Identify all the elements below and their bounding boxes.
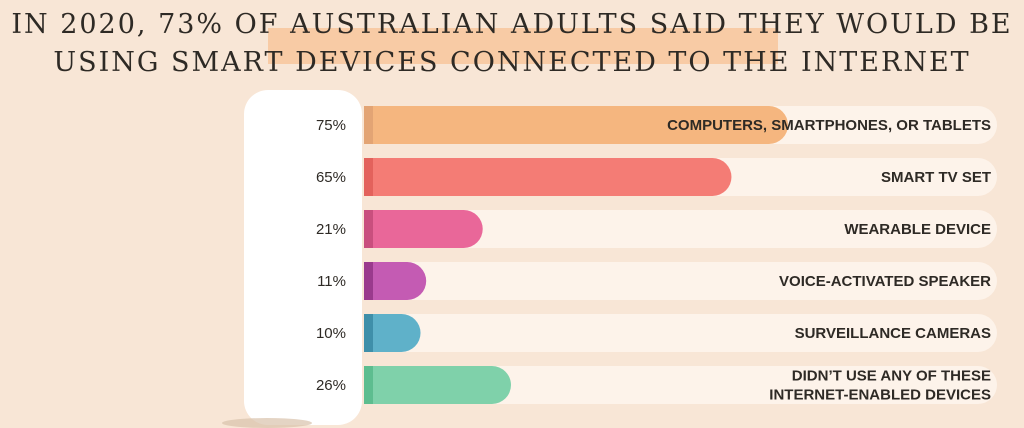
bar-accent [364,314,373,352]
bar-accent [364,210,373,248]
title-highlight [268,28,778,64]
bar [364,106,788,144]
bar-track [364,262,997,300]
value-label: 10% [316,325,346,342]
bar [364,158,732,196]
value-label: 65% [316,169,346,186]
bar-accent [364,106,373,144]
label-panel [244,90,362,425]
category-label: SMART TV SET [881,169,991,186]
bar [364,262,427,300]
bar-track [364,314,997,352]
value-label: 75% [316,117,346,134]
bar [364,210,483,248]
category-label: SURVEILLANCE CAMERAS [795,325,991,342]
bar [364,314,421,352]
category-label: INTERNET-ENABLED DEVICES [769,387,991,404]
value-label: 21% [316,221,346,238]
bar-track [364,366,997,404]
value-label: 11% [317,273,346,290]
panel-shadow [222,418,312,428]
value-label: 26% [316,377,346,394]
chart-title: In 2020, 73% of Australian adults said t… [11,9,1013,78]
category-label: COMPUTERS, SMARTPHONES, OR TABLETS [667,117,991,134]
bar-accent [364,366,373,404]
category-label: WEARABLE DEVICE [844,221,991,238]
category-label: VOICE-ACTIVATED SPEAKER [779,273,991,290]
bar-accent [364,262,373,300]
category-label: DIDN’T USE ANY OF THESE [792,368,991,385]
bar-track [364,210,997,248]
bar [364,366,511,404]
bar-accent [364,158,373,196]
